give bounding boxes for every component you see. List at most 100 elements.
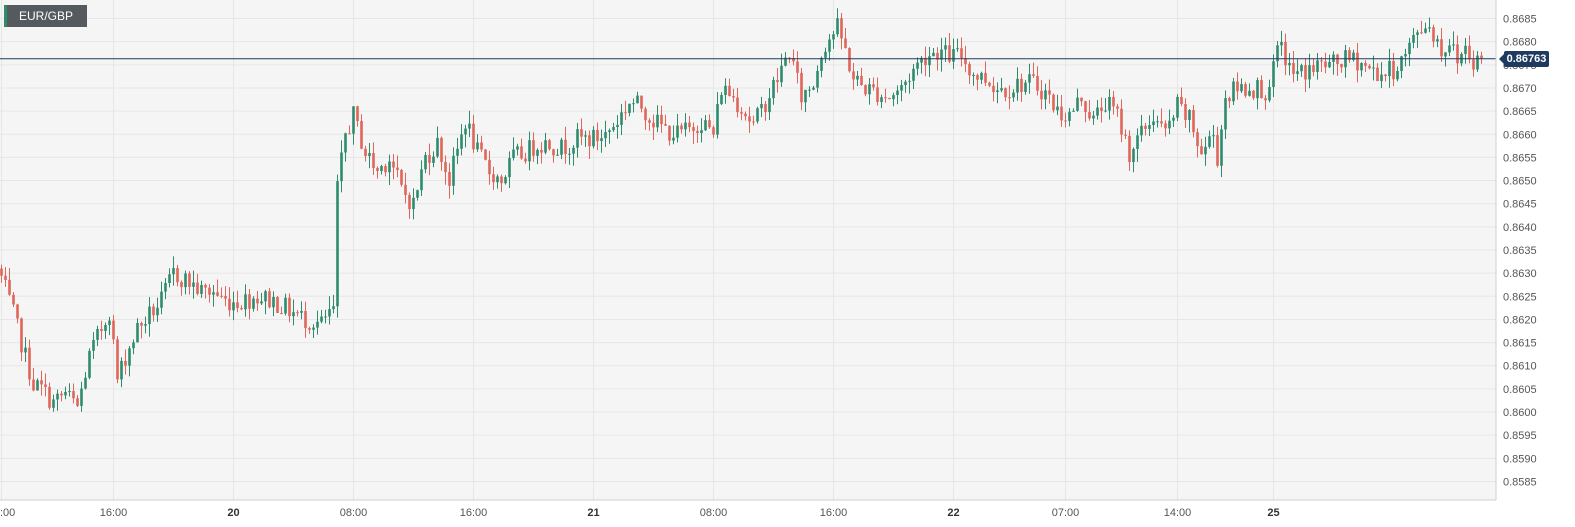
candle-down (844, 27, 847, 49)
candle-up (344, 132, 347, 162)
candle-body (1388, 60, 1391, 77)
x-tick-label: 20 (227, 507, 239, 519)
candle-body (1088, 112, 1091, 119)
candle-up (1296, 59, 1299, 81)
candle-down (712, 125, 715, 139)
candle-body (648, 120, 651, 123)
candle-down (692, 122, 695, 144)
candle-body (688, 122, 691, 128)
candle-body (588, 135, 591, 147)
candle-up (724, 78, 727, 104)
candle-up (604, 120, 607, 148)
x-axis: 09:00 16:00 20 08:00 16:00 21 08:00 16:00 22 07:0… (0, 507, 1280, 519)
candle-up (1476, 51, 1479, 73)
candle-body (728, 85, 731, 97)
candle-down (924, 46, 927, 77)
candle-body (364, 148, 367, 157)
candle-down (348, 125, 351, 135)
candle-body (1160, 121, 1163, 124)
candle-body (1164, 123, 1167, 129)
candle-body (1004, 88, 1007, 98)
candle-up (380, 164, 383, 175)
candle-body (764, 104, 767, 113)
candle-up (972, 72, 975, 86)
candle-body (152, 306, 155, 316)
candle-body (252, 298, 255, 309)
candle-down (532, 132, 535, 162)
candle-up (584, 130, 587, 147)
candle-body (1032, 74, 1035, 76)
candle-up (1412, 28, 1415, 49)
candle-body (116, 339, 119, 380)
candle-up (68, 383, 71, 397)
candle-body (912, 68, 915, 81)
x-tick-label: 21 (587, 507, 599, 519)
candle-down (1384, 73, 1387, 82)
candle-body (736, 97, 739, 113)
candle-up (516, 143, 519, 156)
candle-body (1156, 121, 1159, 123)
candle-body (1356, 52, 1359, 71)
candle-body (1368, 65, 1371, 69)
candle-body (984, 72, 987, 83)
candle-body (1352, 52, 1355, 61)
candle-up (88, 348, 91, 380)
candle-up (156, 297, 159, 322)
symbol-badge[interactable]: EUR/GBP (4, 5, 88, 27)
candle-body (904, 81, 907, 86)
candle-up (128, 346, 131, 377)
candle-body (544, 140, 547, 153)
candle-up (1448, 39, 1451, 57)
candle-body (740, 112, 743, 114)
candle-up (1028, 63, 1031, 94)
candle-body (1120, 108, 1123, 135)
candle-down (732, 88, 735, 103)
candle-body (472, 123, 475, 150)
candle-up (612, 122, 615, 132)
candle-body (1452, 44, 1455, 46)
candle-up (1436, 35, 1439, 48)
candle-body (876, 87, 879, 102)
candle-up (1268, 79, 1271, 103)
candle-up (368, 142, 371, 169)
candle-body (140, 322, 143, 326)
candle-down (224, 286, 227, 307)
candle-down (1160, 108, 1163, 128)
candle-body (1020, 78, 1023, 92)
candle-body (920, 57, 923, 63)
candle-up (320, 309, 323, 324)
candle-body (860, 75, 863, 86)
candle-body (1232, 81, 1235, 102)
candle-up (908, 73, 911, 94)
candle-body (684, 122, 687, 130)
candle-body (1468, 45, 1471, 60)
candle-body (1400, 56, 1403, 72)
candle-up (1204, 136, 1207, 166)
candle-up (496, 174, 499, 189)
candle-up (312, 324, 315, 339)
candle-up (556, 148, 559, 156)
candle-up (508, 151, 511, 189)
candle-up (80, 381, 83, 412)
candle-body (312, 327, 315, 330)
candle-body (708, 120, 711, 128)
candle-down (776, 68, 779, 93)
candle-down (1264, 95, 1267, 110)
candle-up (1256, 77, 1259, 110)
candle-up (184, 270, 187, 295)
candle-body (192, 282, 195, 287)
candle-body (768, 98, 771, 113)
candle-up (192, 270, 195, 299)
y-tick-label: 0.8625 (1503, 291, 1537, 303)
candle-body (320, 316, 323, 322)
candle-up (704, 114, 707, 132)
candle-body (548, 140, 551, 150)
candle-down (652, 114, 655, 141)
candle-body (348, 133, 351, 135)
candle-up (1172, 114, 1175, 127)
candle-up (1024, 79, 1027, 95)
candle-down (112, 314, 115, 345)
candle-body (36, 380, 39, 391)
candle-up (560, 137, 563, 160)
candle-body (1404, 54, 1407, 57)
